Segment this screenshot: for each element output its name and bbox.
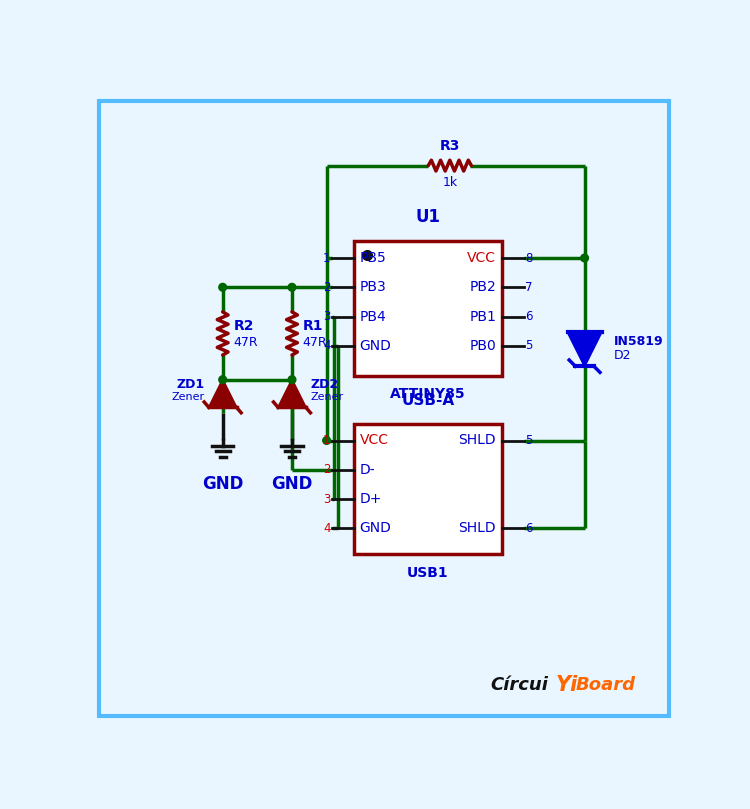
Text: GND: GND <box>272 475 313 493</box>
Text: D+: D+ <box>360 492 382 506</box>
Text: Círcui: Círcui <box>490 676 548 694</box>
Text: 3: 3 <box>323 310 331 323</box>
Text: GND: GND <box>360 521 392 536</box>
Text: R3: R3 <box>440 139 460 153</box>
Text: ATTINY85: ATTINY85 <box>390 387 466 400</box>
Text: 8: 8 <box>525 252 532 265</box>
Text: 2: 2 <box>323 464 331 477</box>
Text: Board: Board <box>575 676 635 694</box>
Text: R1: R1 <box>303 319 323 332</box>
Text: D2: D2 <box>614 349 632 362</box>
Text: ZD2: ZD2 <box>310 378 338 391</box>
Text: 7: 7 <box>525 281 532 294</box>
Text: SHLD: SHLD <box>458 521 496 536</box>
Text: Zener: Zener <box>310 392 344 402</box>
Text: 47R: 47R <box>303 337 328 349</box>
Text: Zener: Zener <box>171 392 204 402</box>
Text: 2: 2 <box>323 281 331 294</box>
Text: GND: GND <box>202 475 243 493</box>
Text: 1: 1 <box>323 434 331 447</box>
Text: SHLD: SHLD <box>458 434 496 447</box>
Circle shape <box>219 376 226 383</box>
Text: USB1: USB1 <box>407 566 448 580</box>
FancyBboxPatch shape <box>353 424 503 554</box>
Text: 6: 6 <box>525 522 532 535</box>
Text: 1k: 1k <box>442 176 458 188</box>
Text: IN5819: IN5819 <box>614 335 664 348</box>
Text: 47R: 47R <box>233 337 258 349</box>
Text: PB0: PB0 <box>470 339 496 353</box>
Text: R2: R2 <box>233 319 254 332</box>
Text: D-: D- <box>360 463 375 477</box>
Text: 4: 4 <box>323 522 331 535</box>
Text: PB1: PB1 <box>470 310 496 324</box>
Circle shape <box>288 376 296 383</box>
Text: 1: 1 <box>323 252 331 265</box>
Text: Yi: Yi <box>555 676 578 696</box>
Text: PB2: PB2 <box>470 280 496 294</box>
FancyBboxPatch shape <box>353 241 503 376</box>
Polygon shape <box>278 379 306 408</box>
Text: VCC: VCC <box>467 251 496 265</box>
Polygon shape <box>209 379 236 408</box>
Text: PB4: PB4 <box>360 310 386 324</box>
Text: VCC: VCC <box>360 434 388 447</box>
Text: 4: 4 <box>323 339 331 352</box>
Text: PB5: PB5 <box>360 251 386 265</box>
Text: ZD1: ZD1 <box>176 378 204 391</box>
Text: 5: 5 <box>525 434 532 447</box>
Text: 6: 6 <box>525 310 532 323</box>
Text: GND: GND <box>360 339 392 353</box>
Text: 5: 5 <box>525 339 532 352</box>
Text: 3: 3 <box>323 493 331 506</box>
Text: U1: U1 <box>416 208 440 226</box>
Text: USB-A: USB-A <box>401 393 454 409</box>
Circle shape <box>580 254 589 262</box>
Circle shape <box>322 437 331 444</box>
Circle shape <box>288 283 296 291</box>
Text: PB3: PB3 <box>360 280 386 294</box>
Circle shape <box>219 283 226 291</box>
Polygon shape <box>568 332 602 366</box>
